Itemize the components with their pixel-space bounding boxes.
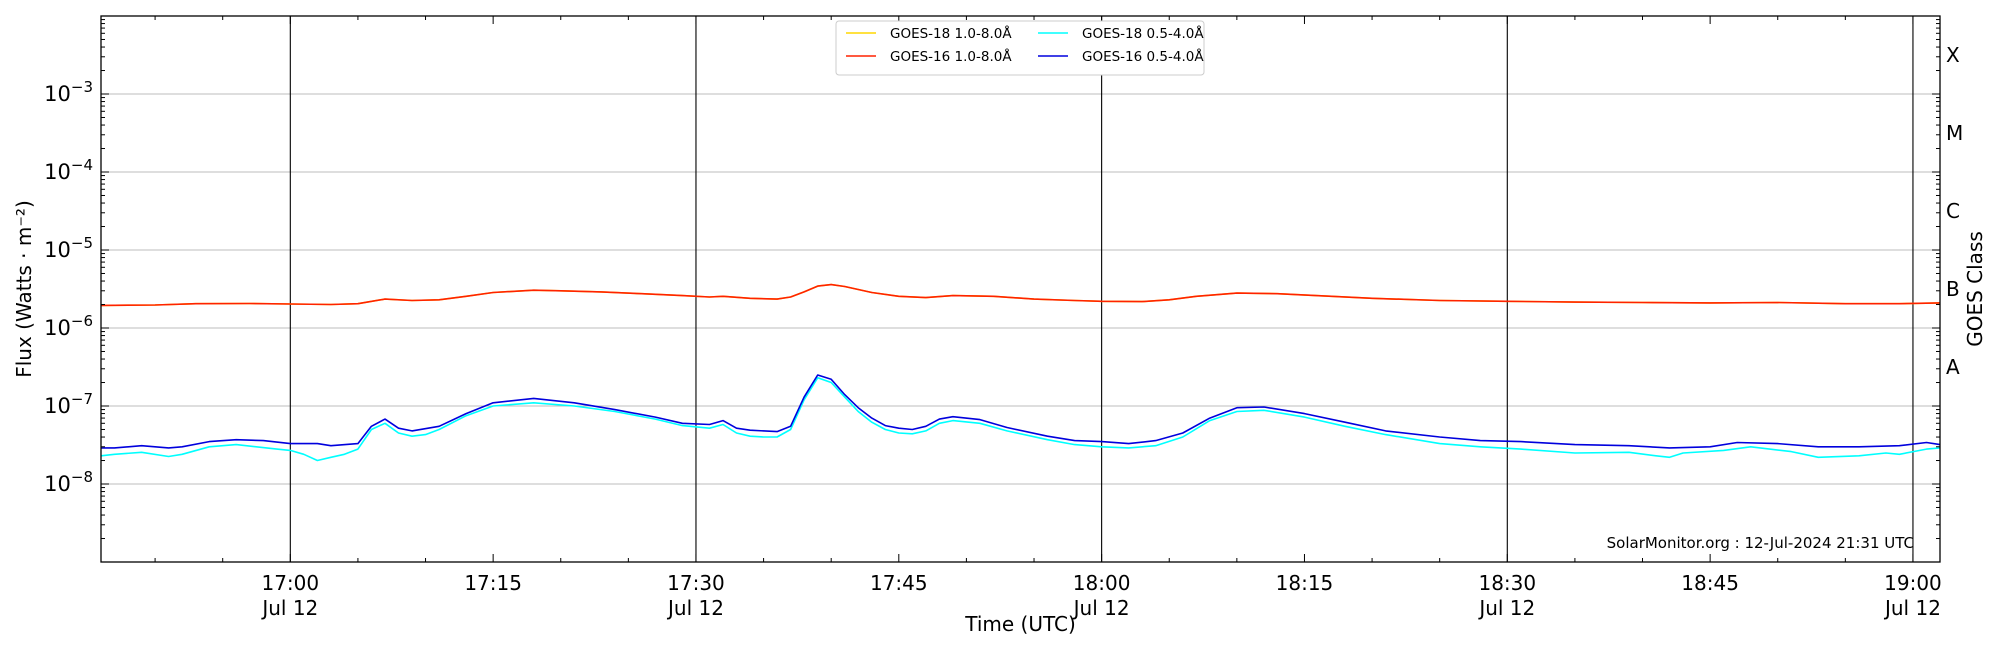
legend-label-1: GOES-18 0.5-4.0Å (1082, 25, 1204, 42)
x-tick-label-8: 19:00 (1884, 571, 1942, 595)
y-tick-label-4: 10−4 (44, 156, 93, 184)
x-tick-sublabel-4: Jul 12 (1072, 596, 1130, 620)
legend-label-2: GOES-16 1.0-8.0Å (890, 48, 1012, 65)
x-tick-label-6: 18:30 (1478, 571, 1536, 595)
x-axis-title: Time (UTC) (964, 612, 1076, 636)
legend-label-3: GOES-16 0.5-4.0Å (1082, 48, 1204, 65)
x-tick-label-2: 17:30 (667, 571, 725, 595)
x-tick-sublabel-2: Jul 12 (666, 596, 724, 620)
x-tick-label-5: 18:15 (1276, 571, 1334, 595)
x-tick-label-3: 17:45 (870, 571, 928, 595)
y-tick-label-1: 10−7 (44, 390, 93, 418)
y-tick-label-5: 10−3 (44, 78, 93, 106)
x-tick-label-7: 18:45 (1681, 571, 1739, 595)
series-line-2 (100, 377, 1941, 462)
goes-class-label-3: M (1946, 121, 1963, 145)
y-tick-labels: 10−8 10−7 10−6 10−5 10−4 10−3 (44, 78, 93, 496)
x-tick-label-1: 17:15 (464, 571, 522, 595)
goes-class-label-0: A (1946, 355, 1960, 379)
y-tick-label-2: 10−6 (44, 312, 93, 340)
series-line-1 (100, 283, 1941, 307)
y-tick-label-0: 10−8 (44, 468, 93, 496)
x-tick-sublabel-6: Jul 12 (1477, 596, 1535, 620)
x-tick-sublabel-0: Jul 12 (260, 596, 318, 620)
goes-class-labels: A B C M X (1946, 43, 1963, 379)
legend-box (835, 20, 1205, 76)
tick-layer (101, 16, 1940, 562)
goes-class-label-2: C (1946, 199, 1960, 223)
series-line-3 (101, 374, 1941, 449)
series-layer (100, 283, 1941, 462)
goes-class-label-4: X (1946, 43, 1960, 67)
vertical-lines-layer (289, 16, 1914, 562)
legend: GOES-18 1.0-8.0Å GOES-18 0.5-4.0Å GOES-16 … (835, 20, 1205, 76)
x-tick-sublabel-8: Jul 12 (1883, 596, 1941, 620)
x-tick-label-4: 18:00 (1073, 571, 1131, 595)
credit-text: SolarMonitor.org : 12-Jul-2024 21:31 UTC (1607, 534, 1914, 552)
goes-class-axis-title: GOES Class (1963, 231, 1987, 347)
plot-frame (100, 15, 1941, 563)
grid-layer (101, 93, 1940, 485)
y-tick-label-3: 10−5 (44, 234, 93, 262)
y-axis-title: Flux (Watts · m⁻²) (12, 200, 36, 378)
goes-class-label-1: B (1946, 277, 1960, 301)
legend-label-0: GOES-18 1.0-8.0Å (890, 25, 1012, 42)
x-tick-label-0: 17:00 (261, 571, 319, 595)
